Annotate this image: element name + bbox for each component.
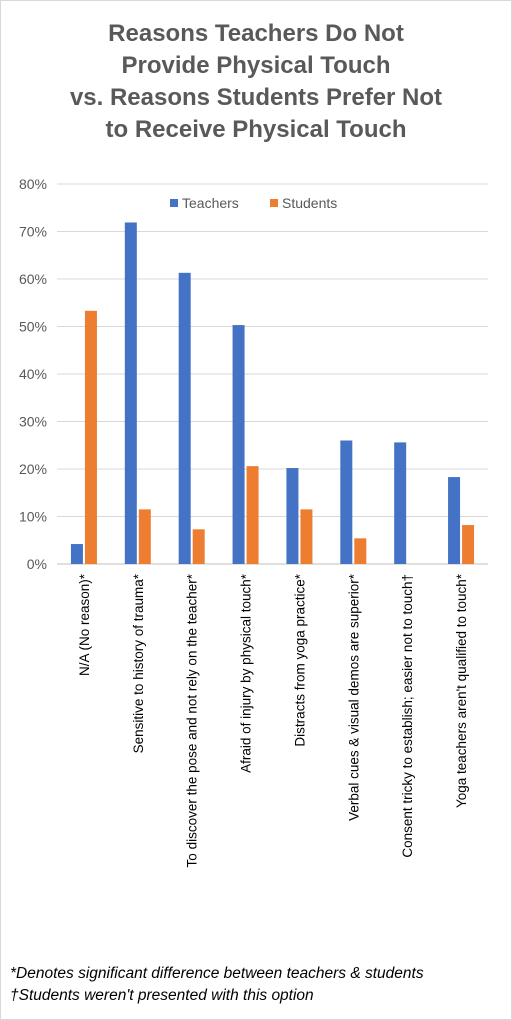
y-tick-label: 40% bbox=[19, 366, 47, 382]
legend-label-teachers: Teachers bbox=[182, 195, 239, 211]
bar-students bbox=[138, 509, 151, 564]
category-label: Sensitive to history of trauma* bbox=[131, 573, 146, 753]
bar-teachers bbox=[124, 222, 137, 564]
title-line-2: Provide Physical Touch bbox=[121, 52, 391, 79]
y-tick-label: 10% bbox=[19, 509, 47, 525]
category-label: Yoga teachers aren't qualified to touch* bbox=[454, 573, 469, 808]
footnote-significance: *Denotes significant difference between … bbox=[10, 965, 424, 982]
y-tick-label: 30% bbox=[19, 414, 47, 430]
y-tick-label: 70% bbox=[19, 224, 47, 240]
legend-swatch-teachers bbox=[170, 199, 178, 207]
chart-title: Reasons Teachers Do Not Provide Physical… bbox=[0, 18, 512, 146]
category-label: To discover the pose and not rely on the… bbox=[185, 573, 200, 867]
bar-teachers bbox=[448, 477, 461, 564]
y-tick-label: 60% bbox=[19, 271, 47, 287]
footnotes: *Denotes significant difference between … bbox=[10, 963, 510, 1007]
category-label: Distracts from yoga practice* bbox=[292, 573, 307, 746]
title-line-3: vs. Reasons Students Prefer Not bbox=[69, 84, 443, 111]
bar-students bbox=[462, 525, 475, 564]
category-label: N/A (No reason)* bbox=[77, 573, 92, 676]
bar-students bbox=[246, 466, 259, 564]
bar-chart: 0% 10% 20% 30% 40% 50% 60% 70% 80% N/A (No reason… bbox=[19, 176, 488, 867]
bar-students bbox=[192, 529, 205, 564]
legend-swatch-students bbox=[270, 199, 278, 207]
category-label: Consent tricky to establish; easier not … bbox=[400, 574, 415, 858]
y-tick-label: 20% bbox=[19, 461, 47, 477]
bar-teachers bbox=[394, 442, 407, 564]
legend-label-students: Students bbox=[282, 195, 337, 211]
bar-teachers bbox=[340, 440, 353, 564]
y-tick-label: 0% bbox=[27, 556, 47, 572]
y-tick-label: 50% bbox=[19, 319, 47, 335]
bar-students bbox=[300, 509, 313, 564]
bar-teachers bbox=[286, 468, 299, 564]
category-label: Verbal cues & visual demos are superior* bbox=[346, 573, 361, 821]
bar-students bbox=[84, 310, 97, 564]
bar-teachers bbox=[178, 272, 191, 564]
bar-teachers bbox=[70, 544, 83, 564]
title-line-1: Reasons Teachers Do Not bbox=[108, 20, 404, 47]
y-tick-label: 80% bbox=[19, 176, 47, 192]
footnote-students-option: †Students weren't presented with this op… bbox=[10, 987, 314, 1004]
title-line-4: to Receive Physical Touch bbox=[105, 116, 407, 143]
bar-teachers bbox=[232, 325, 245, 564]
category-label: Afraid of injury by physical touch* bbox=[239, 573, 254, 773]
bar-students bbox=[354, 538, 367, 564]
